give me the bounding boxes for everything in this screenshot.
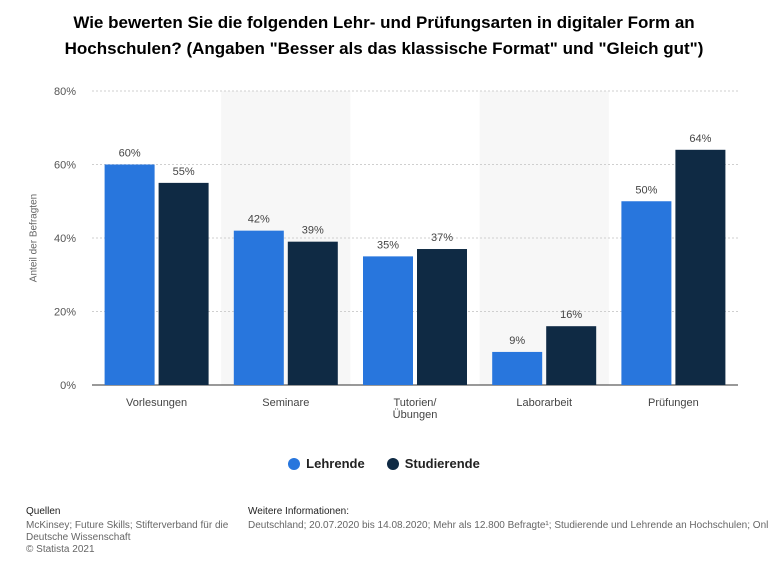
y-tick-label: 20% (54, 307, 76, 319)
bar-chart: 0% 20% 40% 60% 80% 60% 55% Vorlesungen 42% 39% Sem… (54, 86, 738, 421)
data-label: 64% (689, 133, 711, 145)
legend-item-studierende[interactable]: Studierende (386, 456, 480, 471)
info-block: Weitere Informationen: Deutschland; 20.0… (248, 506, 768, 532)
y-tick-label: 0% (60, 380, 76, 392)
x-tick-label: Übungen (393, 409, 438, 421)
data-label: 39% (302, 225, 324, 237)
data-label: 42% (248, 214, 270, 226)
x-tick-label: Vorlesungen (126, 397, 187, 409)
sources-line-3: © Statista 2021 (26, 544, 95, 555)
data-label: 50% (635, 184, 657, 196)
y-tick-label: 80% (54, 86, 76, 98)
bar-lehrende (492, 351, 543, 385)
bar-lehrende (233, 230, 284, 385)
title-line-2: Hochschulen? (Angaben "Besser als das kl… (64, 39, 704, 58)
chart-title: Wie bewerten Sie die folgenden Lehr- und… (40, 10, 728, 62)
data-label: 60% (119, 148, 141, 160)
bar-studierende (417, 249, 467, 385)
bar-lehrende (363, 256, 413, 385)
x-tick-label: Seminare (262, 397, 309, 409)
x-tick-label: Prüfungen (648, 397, 699, 409)
data-label: 55% (173, 166, 195, 178)
x-tick-label: Laborarbeit (516, 397, 572, 409)
legend-dot-studierende (386, 457, 399, 470)
data-label: 9% (509, 335, 525, 347)
x-tick-label: Tutorien/ (393, 397, 437, 409)
bar-lehrende (621, 201, 672, 385)
sources-line-1: McKinsey; Future Skills; Stifterverband … (26, 520, 229, 531)
legend-dot-lehrende (288, 457, 301, 470)
bar-lehrende (104, 164, 155, 385)
sources-block: Quellen McKinsey; Future Skills; Stifter… (26, 506, 236, 556)
data-label: 35% (377, 239, 399, 251)
data-label: 37% (431, 232, 453, 244)
bar-studierende (158, 182, 209, 385)
data-label: 16% (560, 309, 582, 321)
y-tick-label: 60% (54, 160, 76, 172)
y-axis-label: Anteil der Befragten (28, 193, 40, 283)
sources-line-2: Deutsche Wissenschaft (26, 532, 131, 543)
bar-studierende (546, 326, 597, 385)
legend-label-lehrende: Lehrende (306, 456, 365, 471)
legend-item-lehrende[interactable]: Lehrende (288, 456, 365, 471)
legend-label-studierende: Studierende (404, 456, 480, 471)
title-line-1: Wie bewerten Sie die folgenden Lehr- und… (73, 13, 695, 32)
info-heading: Weitere Informationen: (248, 506, 349, 517)
y-tick-label: 40% (54, 233, 76, 245)
bar-studierende (287, 241, 338, 385)
info-text: Deutschland; 20.07.2020 bis 14.08.2020; … (248, 520, 768, 531)
bar-studierende (675, 149, 726, 385)
sources-heading: Quellen (26, 506, 61, 517)
legend: Lehrende Studierende (0, 456, 768, 471)
